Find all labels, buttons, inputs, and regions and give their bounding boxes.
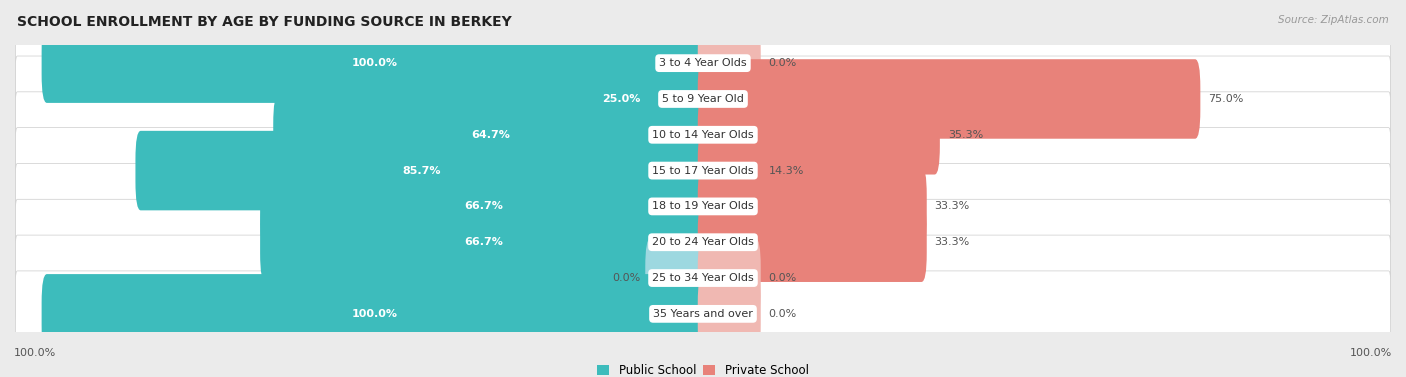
FancyBboxPatch shape: [697, 23, 761, 103]
Text: 35.3%: 35.3%: [948, 130, 983, 140]
Text: 15 to 17 Year Olds: 15 to 17 Year Olds: [652, 166, 754, 176]
Text: 25.0%: 25.0%: [602, 94, 640, 104]
Text: 35 Years and over: 35 Years and over: [652, 309, 754, 319]
FancyBboxPatch shape: [15, 271, 1391, 357]
FancyBboxPatch shape: [15, 164, 1391, 249]
FancyBboxPatch shape: [697, 274, 761, 354]
Text: 20 to 24 Year Olds: 20 to 24 Year Olds: [652, 237, 754, 247]
Text: 18 to 19 Year Olds: 18 to 19 Year Olds: [652, 201, 754, 211]
FancyBboxPatch shape: [15, 128, 1391, 213]
FancyBboxPatch shape: [697, 59, 1201, 139]
Text: SCHOOL ENROLLMENT BY AGE BY FUNDING SOURCE IN BERKEY: SCHOOL ENROLLMENT BY AGE BY FUNDING SOUR…: [17, 15, 512, 29]
Text: 100.0%: 100.0%: [14, 348, 56, 358]
Text: 0.0%: 0.0%: [769, 273, 797, 283]
FancyBboxPatch shape: [135, 131, 709, 210]
Text: 0.0%: 0.0%: [769, 58, 797, 68]
FancyBboxPatch shape: [15, 235, 1391, 321]
Text: Source: ZipAtlas.com: Source: ZipAtlas.com: [1278, 15, 1389, 25]
Text: 100.0%: 100.0%: [352, 58, 398, 68]
FancyBboxPatch shape: [15, 199, 1391, 285]
FancyBboxPatch shape: [273, 95, 709, 175]
Text: 64.7%: 64.7%: [471, 130, 510, 140]
FancyBboxPatch shape: [697, 238, 761, 318]
Text: 5 to 9 Year Old: 5 to 9 Year Old: [662, 94, 744, 104]
FancyBboxPatch shape: [15, 20, 1391, 106]
Text: 33.3%: 33.3%: [935, 237, 970, 247]
FancyBboxPatch shape: [15, 92, 1391, 178]
Text: 85.7%: 85.7%: [402, 166, 441, 176]
FancyBboxPatch shape: [697, 95, 939, 175]
Text: 100.0%: 100.0%: [1350, 348, 1392, 358]
Text: 66.7%: 66.7%: [465, 237, 503, 247]
FancyBboxPatch shape: [697, 202, 927, 282]
FancyBboxPatch shape: [645, 238, 709, 318]
Text: 0.0%: 0.0%: [613, 273, 641, 283]
Text: 0.0%: 0.0%: [769, 309, 797, 319]
FancyBboxPatch shape: [42, 23, 709, 103]
FancyBboxPatch shape: [697, 131, 801, 210]
Text: 3 to 4 Year Olds: 3 to 4 Year Olds: [659, 58, 747, 68]
Text: 10 to 14 Year Olds: 10 to 14 Year Olds: [652, 130, 754, 140]
Text: 66.7%: 66.7%: [465, 201, 503, 211]
Text: 75.0%: 75.0%: [1208, 94, 1243, 104]
FancyBboxPatch shape: [260, 202, 709, 282]
FancyBboxPatch shape: [260, 167, 709, 246]
Text: 14.3%: 14.3%: [769, 166, 804, 176]
FancyBboxPatch shape: [15, 56, 1391, 142]
Text: 25 to 34 Year Olds: 25 to 34 Year Olds: [652, 273, 754, 283]
Text: 100.0%: 100.0%: [352, 309, 398, 319]
FancyBboxPatch shape: [534, 59, 709, 139]
Text: 33.3%: 33.3%: [935, 201, 970, 211]
FancyBboxPatch shape: [42, 274, 709, 354]
FancyBboxPatch shape: [697, 167, 927, 246]
Legend: Public School, Private School: Public School, Private School: [598, 365, 808, 377]
